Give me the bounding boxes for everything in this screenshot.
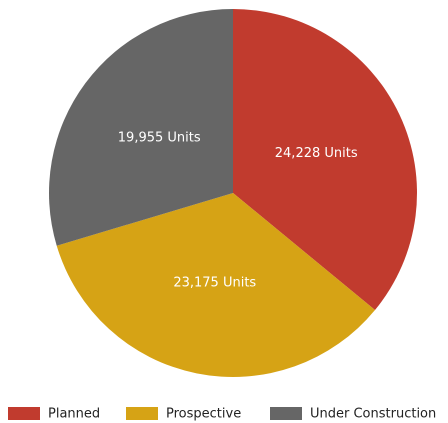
pie-slice xyxy=(233,9,417,311)
slice-label: 23,175 Units xyxy=(173,276,256,291)
pie-slice xyxy=(48,9,233,246)
pie-slice xyxy=(56,193,376,377)
legend-label: Prospective xyxy=(166,407,241,422)
slice-label: 24,228 Units xyxy=(275,146,358,161)
legend-label: Planned xyxy=(48,407,100,422)
slice-label: 19,955 Units xyxy=(118,131,201,146)
legend-swatch xyxy=(126,407,158,420)
legend-swatch xyxy=(270,407,302,420)
legend-label: Under Construction xyxy=(310,407,436,422)
legend-swatch xyxy=(8,407,40,420)
